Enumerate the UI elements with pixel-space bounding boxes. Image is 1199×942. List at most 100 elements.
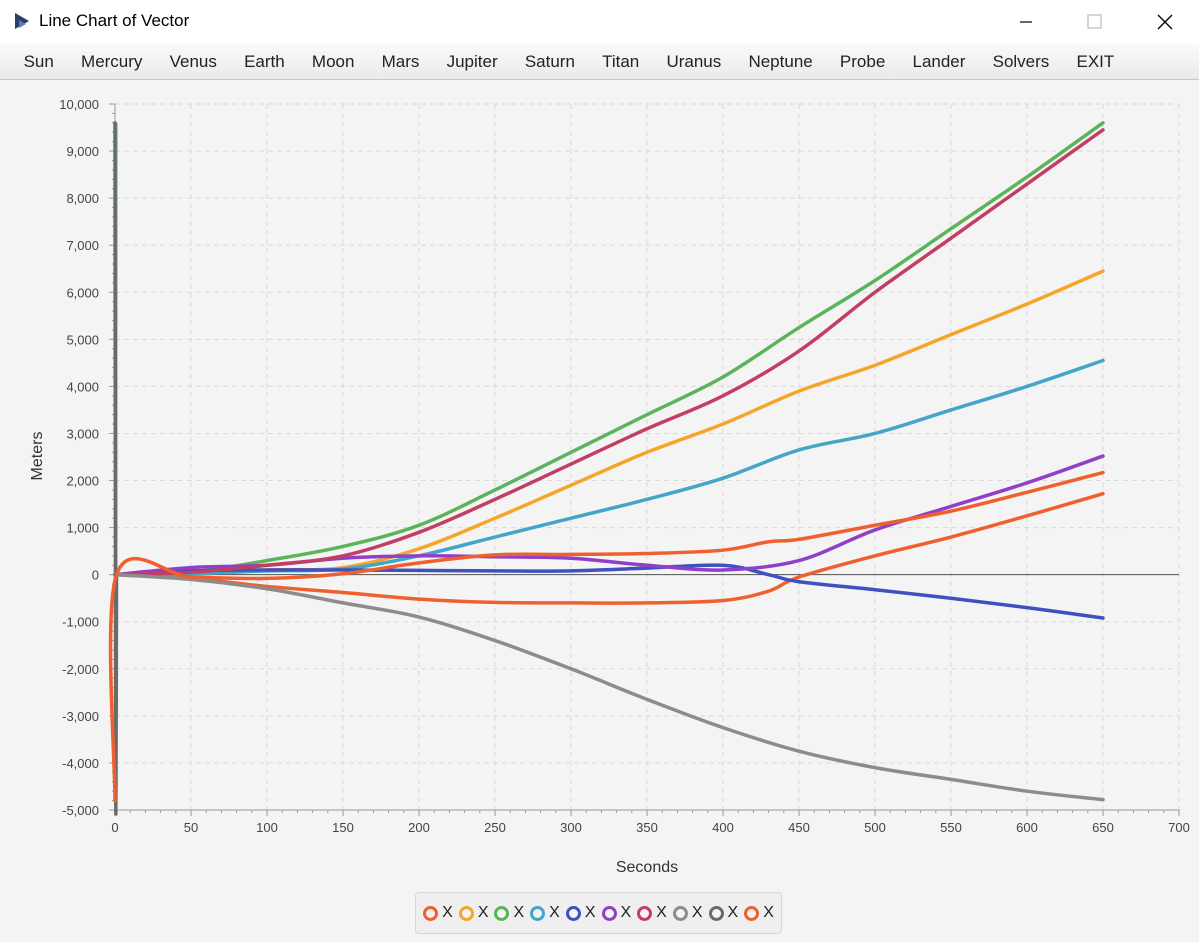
- menu-lander[interactable]: Lander: [912, 51, 966, 71]
- x-tick-label: 200: [408, 820, 430, 835]
- x-tick-label: 400: [712, 820, 734, 835]
- x-tick-label: 350: [636, 820, 658, 835]
- maximize-button[interactable]: [1071, 0, 1117, 44]
- close-button[interactable]: [1142, 0, 1188, 44]
- legend-label: X: [442, 904, 453, 921]
- y-tick-label: 0: [92, 568, 99, 583]
- series-line-9: [113, 121, 119, 816]
- menu-bar: Sun Mercury Venus Earth Moon Mars Jupite…: [0, 44, 1199, 80]
- y-tick-label: -5,000: [62, 803, 99, 818]
- legend-label: X: [549, 904, 560, 921]
- line-chart: 0 50 100 150 200 250 300 350 400 450 500 550 600 650 7…: [29, 97, 1190, 876]
- y-tick-label: -1,000: [62, 615, 99, 630]
- legend-marker-icon: [530, 905, 546, 921]
- menu-earth[interactable]: Earth: [244, 51, 285, 71]
- y-tick-label: 8,000: [66, 191, 99, 206]
- legend-label: X: [691, 904, 703, 921]
- y-tick-label: 6,000: [66, 285, 99, 300]
- legend-marker-icon: [744, 905, 760, 921]
- series-line-2: [113, 269, 1105, 577]
- legend-item[interactable]: X: [565, 904, 596, 922]
- chart-grid: [115, 103, 1180, 810]
- legend-marker-icon: [601, 905, 617, 921]
- x-tick-label: 650: [1092, 820, 1114, 835]
- menu-probe[interactable]: Probe: [839, 51, 886, 71]
- x-tick-label: 100: [256, 820, 278, 835]
- close-icon: [1157, 14, 1173, 30]
- minimize-icon: [1020, 21, 1032, 23]
- chart-tick-labels: 0 50 100 150 200 250 300 350 400 450 500 550 600 650 7…: [59, 97, 1190, 835]
- legend-item[interactable]: X: [637, 904, 667, 922]
- y-tick-label: -4,000: [62, 756, 99, 771]
- menu-jupiter[interactable]: Jupiter: [446, 51, 498, 71]
- y-tick-label: -3,000: [62, 709, 99, 724]
- legend-marker-icon: [672, 905, 688, 921]
- x-tick-label: 250: [484, 820, 506, 835]
- app-icon: [15, 13, 29, 29]
- x-tick-label: 0: [111, 820, 118, 835]
- x-tick-label: 450: [788, 820, 810, 835]
- menu-mercury[interactable]: Mercury: [81, 51, 143, 71]
- x-tick-label: 600: [1016, 820, 1038, 835]
- legend-label: X: [727, 904, 739, 921]
- legend-marker-icon: [637, 905, 653, 921]
- x-tick-label: 150: [332, 820, 354, 835]
- menu-saturn[interactable]: Saturn: [524, 51, 575, 71]
- legend-marker-icon: [708, 905, 724, 921]
- menu-exit[interactable]: EXIT: [1076, 51, 1115, 71]
- menu-uranus[interactable]: Uranus: [666, 51, 722, 71]
- chart-series: [108, 121, 1105, 816]
- y-tick-label: 9,000: [66, 144, 99, 159]
- x-tick-label: 50: [184, 820, 198, 835]
- legend-item[interactable]: X: [530, 904, 560, 922]
- menu-titan[interactable]: Titan: [602, 51, 640, 71]
- series-line-6: [113, 454, 1105, 577]
- menu-moon[interactable]: Moon: [311, 51, 355, 71]
- legend-label: X: [477, 904, 489, 921]
- y-tick-label: 2,000: [66, 474, 99, 489]
- series-line-8: [113, 572, 1105, 802]
- legend-item[interactable]: X: [744, 904, 774, 922]
- series-line-7: [113, 128, 1105, 577]
- legend-marker-icon: [458, 905, 474, 921]
- title-bar: Line Chart of Vector: [0, 0, 1199, 44]
- menu-solvers[interactable]: Solvers: [992, 51, 1050, 71]
- legend-label: X: [656, 904, 667, 921]
- x-tick-label: 500: [864, 820, 886, 835]
- y-tick-label: 7,000: [66, 238, 99, 253]
- minimize-button[interactable]: [1003, 0, 1049, 44]
- y-tick-label: 1,000: [66, 521, 99, 536]
- x-axis-label: Seconds: [616, 859, 678, 876]
- series-line-1: [113, 491, 1105, 605]
- series-line-3: [113, 121, 1105, 577]
- menu-neptune[interactable]: Neptune: [748, 51, 813, 71]
- legend-label: X: [584, 904, 596, 921]
- legend-marker-icon: [494, 905, 510, 921]
- legend-item[interactable]: X: [708, 904, 739, 922]
- window-title: Line Chart of Vector: [39, 11, 190, 30]
- legend-item[interactable]: X: [423, 904, 453, 922]
- legend-label: X: [763, 904, 774, 921]
- legend-label: X: [620, 904, 632, 921]
- menu-mars[interactable]: Mars: [381, 51, 420, 71]
- legend-marker-icon: [565, 905, 581, 921]
- legend-marker-icon: [423, 905, 439, 921]
- menu-sun[interactable]: Sun: [23, 51, 54, 71]
- series-line-5: [113, 563, 1105, 620]
- chart-axes: [109, 103, 1180, 816]
- y-tick-label: 5,000: [66, 332, 99, 347]
- legend-item[interactable]: X: [601, 904, 632, 922]
- legend-item[interactable]: X: [494, 904, 524, 922]
- y-tick-label: 10,000: [59, 97, 99, 112]
- y-tick-label: 3,000: [66, 426, 99, 441]
- x-tick-label: 300: [560, 820, 582, 835]
- menu-venus[interactable]: Venus: [169, 51, 217, 71]
- maximize-icon: [1087, 14, 1102, 29]
- y-axis-label: Meters: [29, 432, 46, 481]
- legend-item[interactable]: X: [458, 904, 489, 922]
- x-tick-label: 550: [940, 820, 962, 835]
- legend-item[interactable]: X: [672, 904, 703, 922]
- legend-label: X: [513, 904, 525, 921]
- series-line-10: [108, 470, 1105, 803]
